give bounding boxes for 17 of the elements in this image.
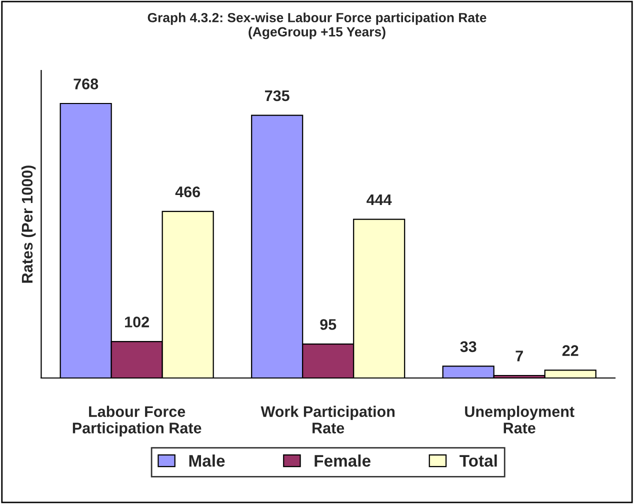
data-label: 22 (562, 345, 578, 356)
data-label: 466 (175, 186, 200, 198)
data-label: 7 (516, 350, 523, 362)
data-label: 444 (366, 194, 392, 206)
x-tick-label: Work Participation Rate (260, 406, 395, 434)
y-axis-title: Rates (Per 1000) (21, 166, 36, 283)
data-label: 102 (125, 316, 149, 328)
data-label: 95 (320, 319, 336, 330)
legend-label: Total (460, 454, 497, 467)
chart-title: Graph 4.3.2: Sex-wise Labour Force participation Rate (AgeGroup +15 Years) (148, 12, 486, 40)
data-label: 735 (265, 90, 290, 102)
data-label: 33 (460, 341, 476, 352)
legend-label: Female (314, 454, 370, 467)
data-label: 768 (74, 78, 98, 90)
legend-label: Male (189, 454, 225, 467)
x-tick-label: Labour Force Participation Rate (72, 406, 202, 436)
x-tick-label: Unemployment Rate (465, 406, 574, 434)
